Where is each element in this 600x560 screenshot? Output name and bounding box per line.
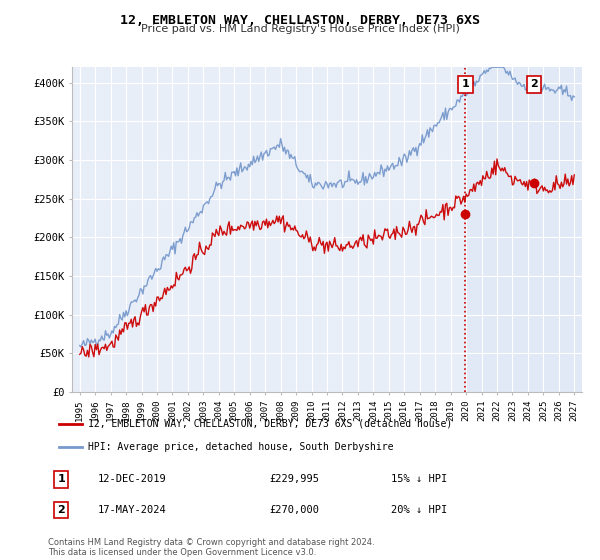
Text: HPI: Average price, detached house, South Derbyshire: HPI: Average price, detached house, Sout… (88, 442, 393, 452)
Text: 2: 2 (530, 79, 538, 89)
Text: 12-DEC-2019: 12-DEC-2019 (98, 474, 167, 484)
Text: 17-MAY-2024: 17-MAY-2024 (98, 505, 167, 515)
Text: £270,000: £270,000 (270, 505, 320, 515)
Text: 20% ↓ HPI: 20% ↓ HPI (391, 505, 448, 515)
Text: 1: 1 (461, 79, 469, 89)
Text: Contains HM Land Registry data © Crown copyright and database right 2024.
This d: Contains HM Land Registry data © Crown c… (48, 538, 374, 557)
Text: 2: 2 (58, 505, 65, 515)
Text: 15% ↓ HPI: 15% ↓ HPI (391, 474, 448, 484)
Text: Price paid vs. HM Land Registry's House Price Index (HPI): Price paid vs. HM Land Registry's House … (140, 24, 460, 34)
Text: 12, EMBLETON WAY, CHELLASTON, DERBY, DE73 6XS (detached house): 12, EMBLETON WAY, CHELLASTON, DERBY, DE7… (88, 419, 452, 429)
Bar (466, 67, 582, 392)
Text: 1: 1 (58, 474, 65, 484)
Text: 12, EMBLETON WAY, CHELLASTON, DERBY, DE73 6XS: 12, EMBLETON WAY, CHELLASTON, DERBY, DE7… (120, 14, 480, 27)
Text: £229,995: £229,995 (270, 474, 320, 484)
